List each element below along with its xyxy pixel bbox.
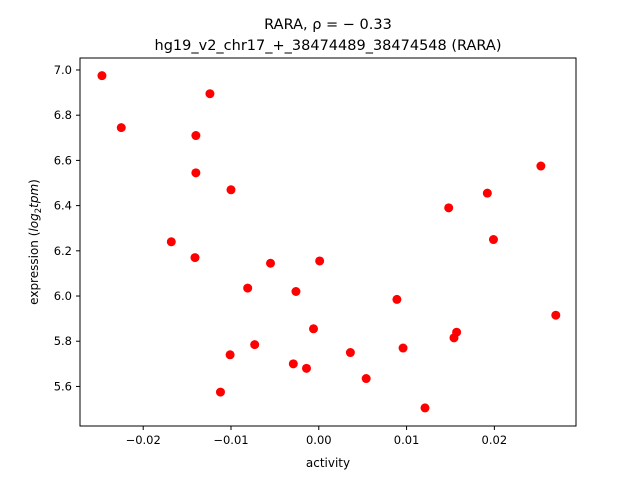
y-tick-label: 5.8 <box>54 334 72 348</box>
data-point <box>291 287 301 297</box>
data-point <box>301 363 311 373</box>
y-axis-label: expression (log2tpm) <box>27 179 44 305</box>
y-tick-label: 6.4 <box>54 199 72 213</box>
data-point <box>215 387 225 397</box>
data-point <box>191 168 201 178</box>
data-point <box>345 348 355 358</box>
data-point <box>265 258 275 268</box>
y-tick-label: 6.0 <box>54 289 72 303</box>
axes-frame <box>79 57 577 427</box>
x-tick-label: 0.01 <box>394 433 420 447</box>
y-tick-label: 7.0 <box>54 63 72 77</box>
data-point <box>392 294 402 304</box>
data-point <box>226 185 236 195</box>
x-axis-label: activity <box>306 456 350 470</box>
data-point <box>536 161 546 171</box>
x-tick-label: 0.02 <box>482 433 508 447</box>
data-point <box>488 235 498 245</box>
data-point <box>551 310 561 320</box>
x-tick-label: 0.00 <box>306 433 332 447</box>
data-point <box>250 340 260 350</box>
data-point <box>243 283 253 293</box>
y-tick-label: 5.6 <box>54 379 72 393</box>
data-point <box>205 89 215 99</box>
x-axis-ticks: −0.02 −0.01 0.00 0.01 0.02 <box>126 426 508 447</box>
data-point <box>398 343 408 353</box>
y-tick-label: 6.2 <box>54 244 72 258</box>
data-point <box>190 253 200 263</box>
x-tick-label: −0.02 <box>126 433 161 447</box>
y-tick-label: 6.8 <box>54 108 72 122</box>
data-point <box>97 71 107 81</box>
data-point <box>116 123 126 133</box>
data-point <box>482 188 492 198</box>
data-point <box>452 327 462 337</box>
data-point <box>420 403 430 413</box>
data-point <box>315 256 325 266</box>
chart-title-line2: hg19_v2_chr17_+_38474489_38474548 (RARA) <box>155 38 502 54</box>
chart-title-line1: RARA, ρ = − 0.33 <box>264 17 392 33</box>
data-point <box>288 359 298 369</box>
x-tick-label: −0.01 <box>213 433 248 447</box>
data-point <box>166 237 176 247</box>
data-point <box>444 203 454 213</box>
data-points <box>97 71 561 413</box>
data-point <box>225 350 235 360</box>
data-point <box>309 324 319 334</box>
y-tick-label: 6.6 <box>54 153 72 167</box>
data-point <box>361 374 371 384</box>
data-point <box>191 131 201 141</box>
y-axis-ticks: 5.6 5.8 6.0 6.2 6.4 6.6 6.8 7.0 <box>54 63 80 393</box>
